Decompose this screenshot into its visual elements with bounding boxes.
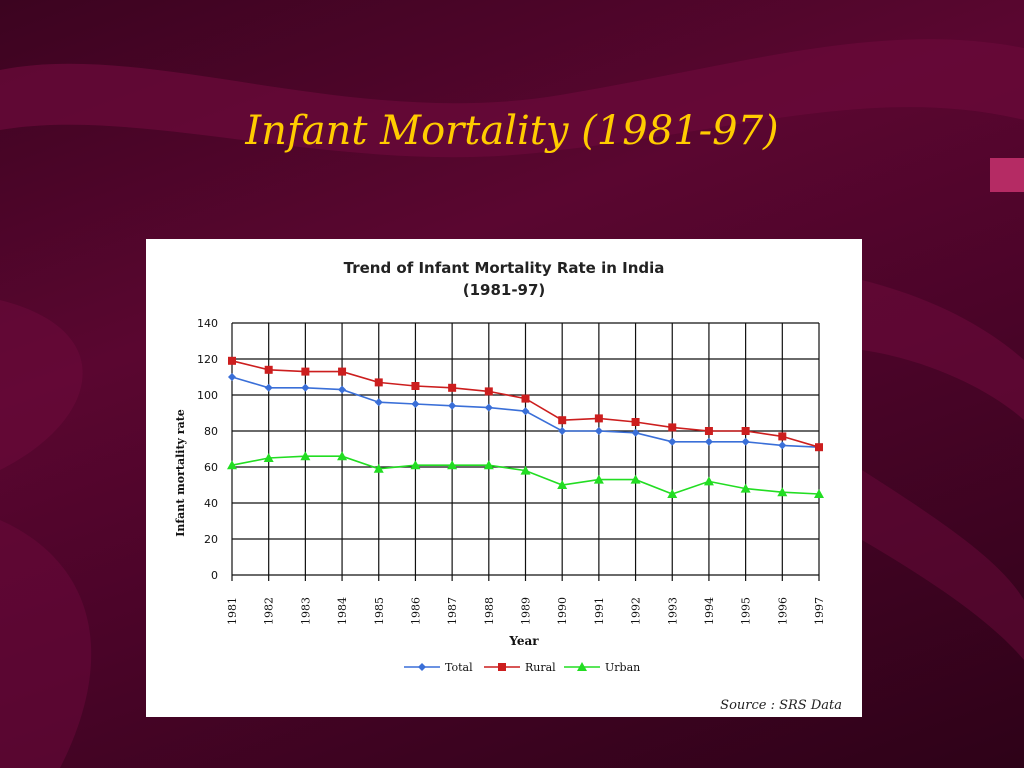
chart-source: Source : SRS Data bbox=[720, 698, 842, 713]
data-point-urban bbox=[227, 460, 237, 470]
x-tick-label: 1988 bbox=[483, 597, 496, 625]
data-point-total bbox=[264, 383, 273, 392]
x-tick-label: 1987 bbox=[446, 597, 459, 625]
x-tick-label: 1992 bbox=[630, 597, 643, 625]
data-point-total bbox=[668, 437, 677, 446]
x-tick-label: 1995 bbox=[740, 597, 753, 625]
data-point-urban bbox=[337, 451, 348, 461]
data-point-rural bbox=[374, 378, 383, 387]
data-point-total bbox=[411, 400, 420, 408]
data-point-rural bbox=[411, 382, 420, 390]
data-point-urban bbox=[483, 460, 494, 470]
data-point-rural bbox=[521, 394, 530, 403]
y-tick-label: 0 bbox=[211, 569, 218, 582]
data-point-rural bbox=[558, 416, 567, 425]
y-tick-label: 100 bbox=[197, 389, 218, 402]
data-point-rural bbox=[668, 423, 677, 432]
x-tick-label: 1986 bbox=[409, 597, 422, 625]
data-point-urban bbox=[703, 476, 714, 486]
legend-label-urban: Urban bbox=[605, 661, 640, 674]
data-point-rural bbox=[338, 367, 347, 376]
data-point-urban bbox=[667, 489, 678, 498]
y-tick-label: 60 bbox=[204, 461, 218, 474]
x-tick-label: 1994 bbox=[703, 597, 716, 625]
y-axis-title: Infant mortality rate bbox=[174, 409, 187, 537]
data-point-total bbox=[374, 398, 383, 407]
legend-marker-total bbox=[418, 663, 426, 671]
legend-label-rural: Rural bbox=[525, 661, 556, 674]
y-tick-label: 80 bbox=[204, 425, 218, 438]
data-point-total bbox=[228, 373, 236, 381]
data-point-urban bbox=[740, 483, 751, 493]
data-point-rural bbox=[228, 356, 236, 365]
data-point-total bbox=[741, 437, 750, 446]
legend-label-total: Total bbox=[445, 661, 473, 674]
chart-subtitle: (1981-97) bbox=[463, 281, 546, 299]
data-point-urban bbox=[263, 453, 274, 462]
data-point-rural bbox=[741, 427, 750, 435]
data-point-urban bbox=[593, 474, 604, 484]
x-tick-label: 1991 bbox=[593, 597, 606, 625]
data-point-urban bbox=[520, 465, 531, 475]
x-tick-label: 1982 bbox=[263, 597, 276, 625]
data-point-total bbox=[338, 385, 347, 394]
data-point-rural bbox=[448, 383, 457, 392]
data-point-rural bbox=[815, 443, 823, 452]
y-tick-label: 40 bbox=[204, 497, 218, 510]
x-tick-label: 1990 bbox=[556, 597, 569, 625]
y-tick-label: 20 bbox=[204, 533, 218, 546]
data-point-total bbox=[594, 427, 603, 435]
data-point-total bbox=[631, 428, 640, 437]
data-point-rural bbox=[594, 414, 603, 423]
legend-marker-urban bbox=[577, 662, 587, 671]
data-point-urban bbox=[777, 487, 788, 497]
x-tick-label: 1983 bbox=[299, 597, 312, 625]
y-tick-label: 140 bbox=[197, 317, 218, 330]
chart-title: Trend of Infant Mortality Rate in India bbox=[344, 259, 665, 277]
data-point-rural bbox=[631, 418, 640, 426]
data-point-rural bbox=[301, 367, 310, 376]
x-tick-label: 1993 bbox=[666, 597, 679, 625]
y-tick-label: 120 bbox=[197, 353, 218, 366]
x-axis-title: Year bbox=[508, 634, 539, 648]
data-point-rural bbox=[704, 427, 713, 435]
x-tick-label: 1981 bbox=[226, 597, 239, 625]
data-point-rural bbox=[778, 432, 787, 441]
legend-marker-rural bbox=[498, 663, 506, 671]
data-point-urban bbox=[447, 460, 458, 470]
x-tick-label: 1985 bbox=[373, 597, 386, 625]
data-point-urban bbox=[814, 489, 824, 498]
data-point-urban bbox=[410, 460, 421, 470]
data-point-total bbox=[301, 383, 310, 392]
chart-panel: Trend of Infant Mortality Rate in India (… bbox=[146, 239, 862, 717]
data-point-total bbox=[448, 401, 457, 410]
data-point-rural bbox=[264, 365, 273, 374]
data-point-total bbox=[521, 407, 530, 416]
data-point-urban bbox=[300, 451, 311, 461]
data-point-total bbox=[558, 427, 567, 435]
data-point-rural bbox=[484, 387, 493, 396]
data-point-total bbox=[704, 437, 713, 446]
data-point-urban bbox=[373, 463, 384, 473]
x-tick-label: 1989 bbox=[520, 597, 533, 625]
x-tick-label: 1984 bbox=[336, 597, 349, 625]
slide-title: Infant Mortality (1981-97) bbox=[245, 108, 779, 154]
data-point-urban bbox=[630, 474, 641, 484]
infant-mortality-chart: Trend of Infant Mortality Rate in India (… bbox=[174, 259, 842, 713]
data-point-total bbox=[778, 441, 787, 450]
x-tick-label: 1996 bbox=[776, 597, 789, 625]
x-tick-label: 1997 bbox=[813, 597, 826, 625]
data-point-urban bbox=[557, 480, 568, 489]
data-point-total bbox=[484, 403, 493, 412]
